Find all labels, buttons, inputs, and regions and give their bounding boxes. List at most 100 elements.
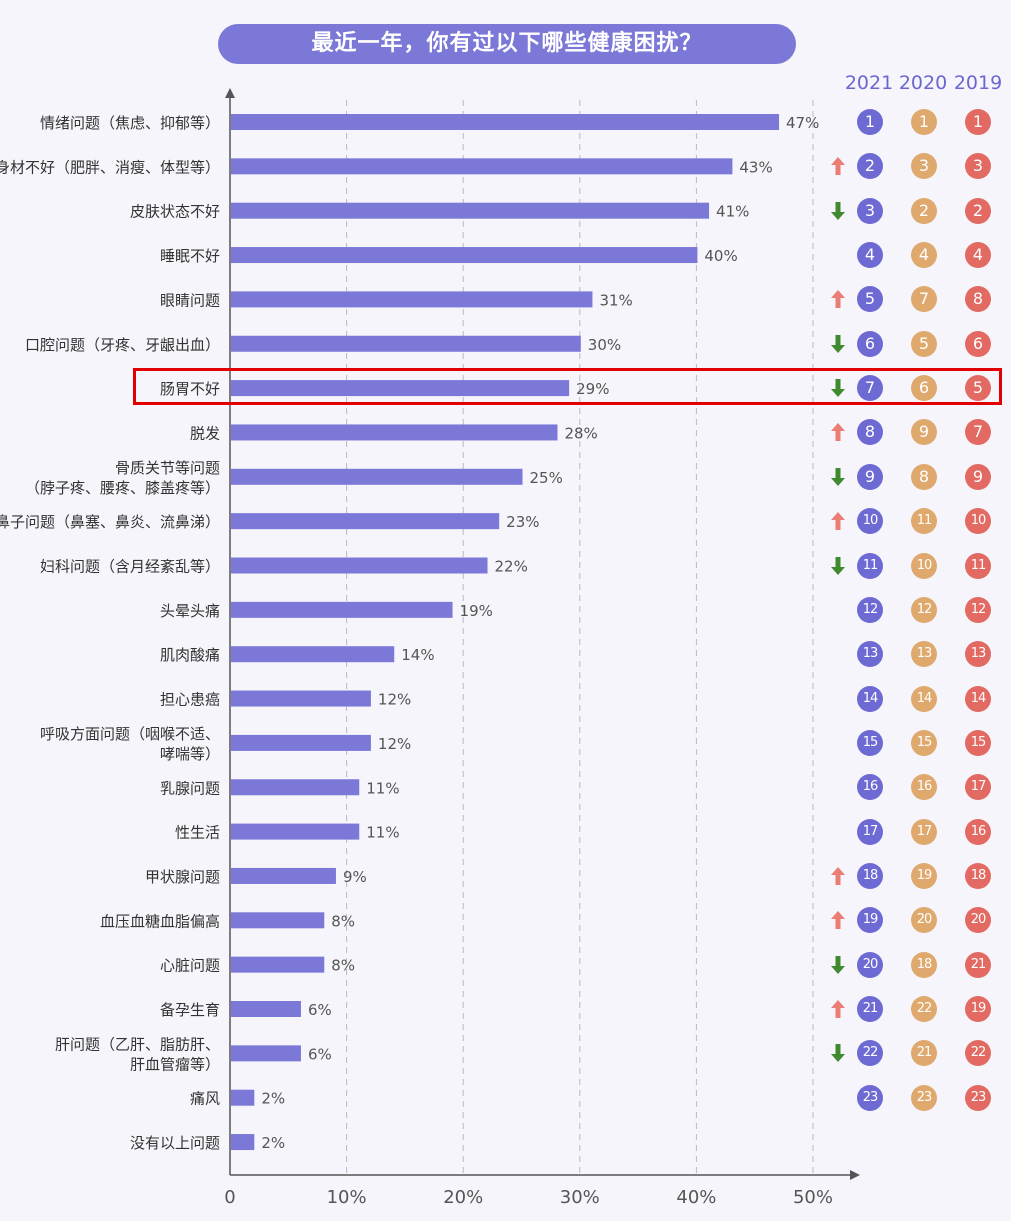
rank-2020-badge: 8 — [911, 463, 937, 490]
value-label: 29% — [576, 380, 609, 398]
category-label: 呼吸方面问题（咽喉不适、 — [40, 725, 220, 743]
rank-2021-badge: 23 — [857, 1084, 883, 1111]
rank-2020-badge: 2 — [911, 197, 937, 224]
category-label: 皮肤状态不好 — [130, 203, 220, 221]
value-label: 11% — [366, 824, 399, 842]
rank-2021-badge: 19 — [857, 907, 883, 934]
bar — [231, 690, 371, 707]
arrow-up-icon — [831, 866, 845, 885]
x-tick-label: 10% — [327, 1187, 367, 1208]
rank-2019-badge: 11 — [965, 552, 991, 579]
x-tick-label: 20% — [443, 1187, 483, 1208]
rank-2020-badge: 5 — [911, 330, 937, 357]
y-axis-arrow — [225, 88, 235, 98]
rank-2019-badge: 23 — [965, 1084, 991, 1111]
bar — [231, 291, 593, 308]
rank-2019-badge: 7 — [965, 419, 991, 446]
rank-2019-badge: 10 — [965, 508, 991, 535]
category-label: 口腔问题（牙疼、牙龈出血） — [25, 336, 220, 354]
rank-2021-badge: 4 — [857, 242, 883, 269]
bar — [231, 1089, 255, 1106]
rank-2021-badge: 18 — [857, 862, 883, 889]
category-label: 没有以上问题 — [130, 1134, 220, 1152]
category-label: 骨质关节等问题 — [115, 459, 220, 477]
arrow-up-icon — [831, 290, 845, 309]
bar — [231, 114, 780, 130]
bar — [231, 513, 500, 530]
value-label: 22% — [495, 558, 528, 576]
x-tick-label: 0 — [224, 1187, 235, 1208]
arrow-down-icon — [831, 1044, 845, 1063]
rank-2019-badge: 19 — [965, 996, 991, 1022]
arrow-up-icon — [831, 423, 845, 442]
category-label: 担心患癌 — [160, 691, 220, 709]
rank-2020-badge: 18 — [911, 951, 937, 978]
rank-2020-badge: 22 — [911, 996, 937, 1022]
value-label: 6% — [308, 1001, 332, 1019]
rank-2021-badge: 8 — [857, 419, 883, 446]
rank-2021-badge: 20 — [857, 951, 883, 978]
rank-2021-badge: 16 — [857, 774, 883, 801]
category-label: 头晕头痛 — [160, 602, 220, 620]
bar — [231, 158, 733, 175]
rank-2021-badge: 21 — [857, 996, 883, 1022]
value-label: 8% — [331, 957, 355, 975]
bar — [231, 247, 698, 264]
value-label: 25% — [530, 469, 563, 487]
category-label: 脱发 — [190, 424, 220, 442]
arrow-up-icon — [831, 1000, 845, 1018]
value-label: 6% — [308, 1045, 332, 1063]
rank-2020-badge: 14 — [911, 685, 937, 712]
rank-2019-badge: 6 — [965, 330, 991, 357]
arrow-down-icon — [831, 556, 845, 575]
rank-2021-badge: 14 — [857, 685, 883, 712]
rank-2019-badge: 8 — [965, 286, 991, 313]
category-label: 情绪问题（焦虑、抑郁等） — [40, 114, 220, 132]
rank-2021-badge: 7 — [857, 375, 883, 402]
category-label: 眼睛问题 — [160, 291, 220, 309]
rank-2021-badge: 12 — [857, 596, 883, 623]
category-label: 身材不好（肥胖、消瘦、体型等） — [0, 158, 220, 176]
value-label: 11% — [366, 779, 399, 797]
rank-2019-badge: 14 — [965, 685, 991, 712]
value-label: 31% — [599, 291, 632, 309]
bar — [231, 646, 395, 663]
arrow-up-icon — [831, 157, 845, 176]
bar — [231, 779, 360, 796]
rank-2020-badge: 13 — [911, 641, 937, 668]
arrow-down-icon — [831, 379, 845, 398]
rank-2020-badge: 7 — [911, 286, 937, 313]
bar — [231, 1001, 301, 1017]
bar — [231, 380, 570, 397]
rank-2019-badge: 15 — [965, 729, 991, 756]
rank-2021-badge: 6 — [857, 330, 883, 357]
bar — [231, 912, 325, 929]
rank-2020-badge: 19 — [911, 862, 937, 889]
value-label: 47% — [786, 114, 819, 132]
year-header-2019: 2019 — [953, 72, 1003, 94]
bar — [231, 956, 325, 973]
chart-title: 最近一年，你有过以下哪些健康困扰？ — [218, 24, 796, 64]
rank-2020-badge: 17 — [911, 818, 937, 845]
arrow-up-icon — [831, 512, 845, 531]
category-label: 鼻子问题（鼻塞、鼻炎、流鼻涕） — [0, 513, 220, 531]
x-tick-label: 30% — [560, 1187, 600, 1208]
rank-2020-badge: 3 — [911, 153, 937, 180]
rank-2021-badge: 13 — [857, 641, 883, 668]
rank-2021-badge: 2 — [857, 153, 883, 180]
bar — [231, 1045, 301, 1062]
category-label: 妇科问题（含月经紊乱等） — [40, 558, 220, 576]
category-label: （脖子疼、腰疼、膝盖疼等） — [25, 479, 220, 497]
year-header-2021: 2021 — [844, 72, 894, 94]
rank-2019-badge: 1 — [965, 109, 991, 135]
year-header-2020: 2020 — [898, 72, 948, 94]
category-label: 血压血糖血脂偏高 — [100, 912, 220, 930]
category-label: 肠胃不好 — [160, 380, 220, 398]
rank-2020-badge: 20 — [911, 907, 937, 934]
rank-2021-badge: 22 — [857, 1040, 883, 1067]
rank-2021-badge: 5 — [857, 286, 883, 313]
bar — [231, 557, 488, 574]
value-label: 43% — [739, 158, 772, 176]
rank-2019-badge: 13 — [965, 641, 991, 668]
